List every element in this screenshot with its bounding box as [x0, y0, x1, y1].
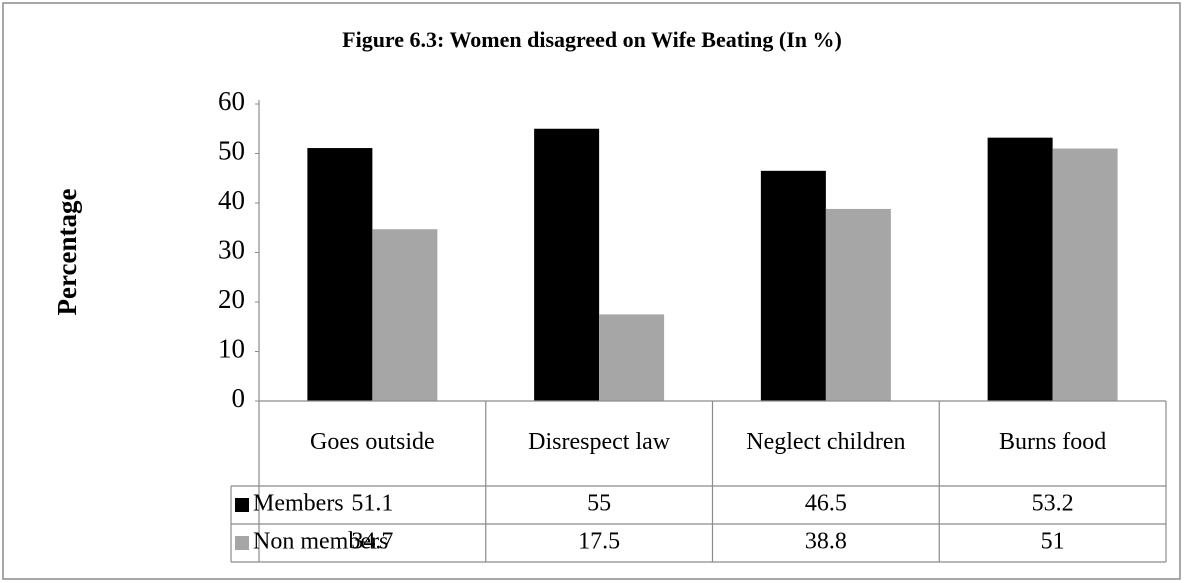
value-label: 34.7 [351, 529, 393, 555]
x-tick-label: Burns food [999, 429, 1106, 455]
bar [534, 128, 600, 401]
x-tick-label: Disrespect law [528, 429, 671, 455]
value-label: 55 [587, 491, 611, 517]
chart-title: Figure 6.3: Women disagreed on Wife Beat… [342, 27, 842, 52]
y-tick-label: 0 [232, 383, 246, 413]
bar [372, 229, 438, 401]
legend-swatch [235, 536, 249, 550]
x-tick-label: Goes outside [310, 429, 435, 455]
y-tick-label: 30 [218, 235, 245, 265]
bar [760, 170, 826, 401]
bar [987, 137, 1053, 401]
value-label: 51.1 [351, 491, 393, 517]
x-tick-label: Neglect children [746, 429, 905, 455]
bar [307, 148, 373, 401]
value-label: 53.2 [1032, 491, 1074, 517]
value-label: 38.8 [805, 529, 847, 555]
bar [599, 314, 665, 401]
value-label: 51 [1041, 529, 1065, 555]
y-tick-label: 10 [218, 334, 245, 364]
y-tick-label: 20 [218, 284, 245, 314]
y-tick-label: 50 [218, 136, 245, 166]
value-label: 46.5 [805, 491, 847, 517]
bar [1052, 148, 1118, 401]
y-tick-label: 40 [218, 185, 245, 215]
bar [825, 208, 891, 401]
y-axis-label: Percentage [52, 189, 82, 316]
legend-swatch [235, 498, 249, 512]
legend-label: Members [253, 491, 344, 517]
legend-label: Non members [253, 529, 388, 555]
value-label: 17.5 [578, 529, 620, 555]
y-tick-label: 60 [218, 86, 245, 116]
